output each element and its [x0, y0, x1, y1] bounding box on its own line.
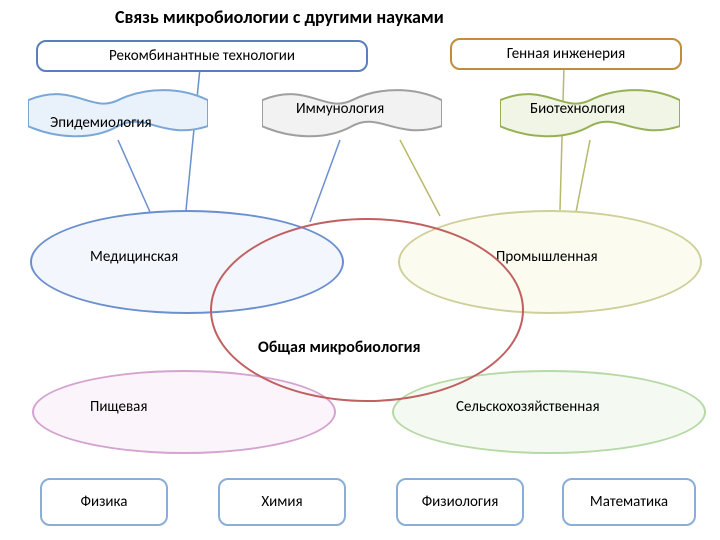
bottom-rect-label: Химия	[261, 493, 302, 511]
center-ellipse	[210, 218, 524, 402]
top-rect-label: Рекомбинантные технологии	[109, 47, 295, 65]
center-label: Общая микробиология	[258, 338, 420, 357]
ellipse-label-ind: Промышленная	[496, 248, 598, 266]
wave-label-epid: Эпидемиология	[50, 114, 152, 132]
connector-biotech-ind	[576, 140, 590, 212]
top-rect-geneng: Генная инженерия	[450, 38, 682, 70]
diagram-title: Связь микробиологии с другими науками	[115, 6, 444, 28]
connector-immun-ind	[400, 140, 440, 216]
connector-immun-med	[310, 140, 340, 222]
connector-epid-med	[118, 140, 150, 212]
bottom-rect-label: Физиология	[422, 493, 499, 511]
bottom-rect-math: Математика	[562, 478, 696, 526]
bottom-rect-phys: Физика	[40, 478, 168, 526]
wave-label-immun: Иммунология	[296, 100, 384, 118]
top-rect-recomb: Рекомбинантные технологии	[36, 40, 368, 72]
wave-label-biotech: Биотехнология	[530, 100, 625, 118]
bottom-rect-label: Физика	[81, 493, 128, 511]
ellipse-label-med: Медицинская	[90, 248, 178, 266]
bottom-rect-chem: Химия	[218, 478, 346, 526]
ellipse-label-agri: Сельскохозяйственная	[456, 398, 600, 416]
ellipse-label-food: Пищевая	[90, 398, 147, 416]
top-rect-label: Генная инженерия	[507, 45, 625, 63]
bottom-rect-label: Математика	[590, 493, 668, 511]
bottom-rect-physio: Физиология	[396, 478, 524, 526]
